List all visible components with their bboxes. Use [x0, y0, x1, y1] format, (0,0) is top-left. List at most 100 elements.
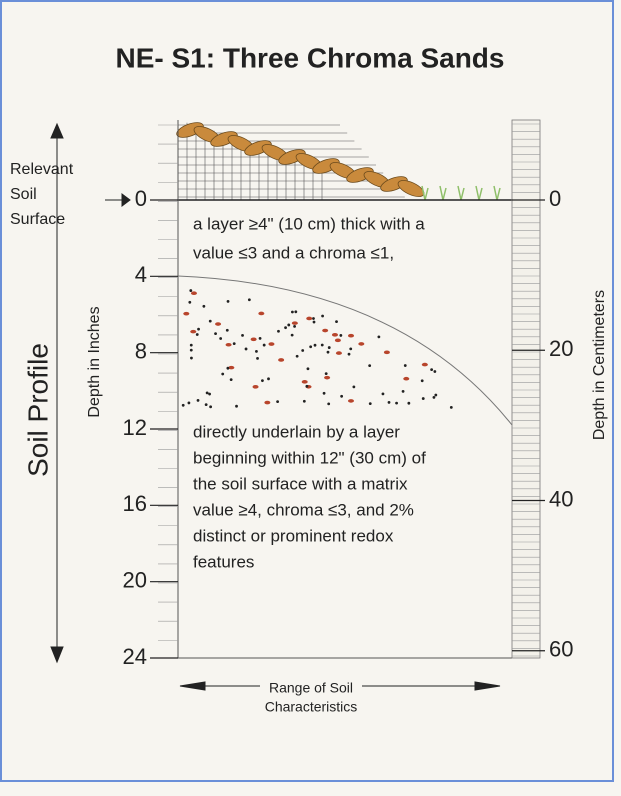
inch-tick-label: 24 — [123, 644, 147, 669]
redox-feature — [190, 291, 197, 296]
leaf — [244, 140, 272, 156]
soil-dot — [432, 395, 436, 399]
soil-dot — [301, 349, 305, 352]
cm-tick-label: 0 — [549, 186, 561, 211]
soil-dot — [196, 398, 200, 402]
soil-dot — [320, 343, 324, 347]
soil-dot — [395, 401, 398, 405]
lower-text: beginning within 12" (30 cm) of — [193, 448, 426, 467]
soil-dot — [226, 366, 230, 370]
leaf — [210, 131, 238, 147]
upper-text: a layer ≥4" (10 cm) thick with a — [193, 214, 425, 233]
frame — [0, 0, 614, 782]
redox-feature — [258, 311, 265, 316]
leaf — [312, 158, 340, 174]
soil-dot — [449, 405, 453, 409]
inch-tick-label: 8 — [135, 338, 147, 363]
range-arrow-left — [179, 681, 260, 691]
soil-dot — [202, 304, 206, 308]
soil-dot — [421, 397, 425, 400]
redox-feature — [291, 321, 298, 325]
redox-feature — [358, 342, 365, 346]
title: NE- S1: Three Chroma Sands — [116, 42, 505, 73]
surface-label: Surface — [10, 211, 65, 228]
soil-dot — [322, 391, 326, 395]
soil-dot — [189, 343, 193, 347]
grass — [439, 185, 447, 201]
soil-dot — [244, 347, 248, 351]
redox-feature — [324, 375, 331, 380]
soil-dot — [258, 337, 262, 340]
redox-feature — [348, 333, 355, 338]
surface-label: Soil — [10, 186, 37, 203]
soil-dot — [219, 337, 223, 340]
inch-tick-label: 12 — [123, 415, 147, 440]
redox-feature — [252, 385, 259, 389]
soil-dot — [387, 400, 391, 404]
lower-text: value ≥4, chroma ≤3, and 2% — [193, 500, 414, 519]
soil-dot — [403, 364, 407, 367]
soil-dot — [433, 370, 437, 373]
soil-dot — [276, 400, 280, 404]
soil-dot — [321, 314, 324, 318]
lower-text: directly underlain by a layer — [193, 422, 400, 441]
soil-dot — [291, 310, 294, 314]
lower-text: distinct or prominent redox — [193, 526, 394, 545]
soil-dot — [340, 394, 344, 398]
soil-dot — [347, 352, 351, 356]
redox-feature — [215, 322, 222, 326]
redox-feature — [264, 400, 271, 405]
range-arrow-right — [362, 681, 501, 691]
footer-label: Range of Soil — [269, 680, 353, 696]
soil-dot — [261, 379, 264, 383]
redox-feature — [347, 399, 354, 403]
soil-dot — [339, 334, 343, 337]
soil-dot — [302, 399, 306, 403]
redox-feature — [268, 342, 275, 346]
leaf — [278, 149, 306, 165]
cm-tick-label: 60 — [549, 637, 573, 662]
inch-tick-label: 4 — [135, 262, 147, 287]
soil-dot — [377, 335, 381, 339]
soil-dot — [232, 342, 236, 345]
redox-feature — [383, 350, 390, 355]
soil-dot — [241, 334, 244, 337]
grass — [475, 185, 483, 201]
redox-feature — [301, 380, 308, 384]
redox-feature — [421, 362, 428, 367]
soil-dot — [349, 347, 353, 351]
soil-dot — [407, 401, 411, 405]
redox-feature — [228, 365, 235, 370]
soil-dot — [208, 392, 211, 396]
redox-feature — [335, 351, 342, 355]
soil-dot — [293, 324, 296, 328]
footer-label: Characteristics — [265, 699, 358, 715]
soil-dot — [187, 401, 191, 405]
soil-dot — [295, 354, 299, 358]
soil-dot — [287, 323, 291, 327]
layer-boundary — [177, 275, 513, 426]
soil-dot — [327, 346, 331, 349]
soil-dot — [195, 333, 199, 336]
soil-dot — [401, 390, 405, 393]
soil-dot — [209, 405, 213, 409]
surface-label: Relevant — [10, 161, 74, 178]
soil-dot — [326, 350, 330, 354]
diagram: 0 4 8 12 16 20 24 0 20 40 60 Relevant Soil Surface Soi… — [10, 119, 608, 715]
grass — [493, 185, 501, 201]
upper-text: value ≤3 and a chroma ≤1, — [193, 243, 394, 262]
redox-feature — [403, 376, 410, 381]
profile-arrow — [50, 122, 64, 664]
soil-dot — [312, 320, 316, 324]
redox-feature — [278, 358, 285, 362]
soil-dot — [294, 310, 298, 314]
soil-dot — [247, 298, 251, 302]
soil-dot — [381, 392, 385, 396]
soil-dot — [277, 329, 280, 333]
right-axis-label: Depth in Centimeters — [591, 290, 608, 440]
soil-dot — [189, 348, 193, 352]
soil-dot — [214, 332, 217, 336]
soil-dot — [221, 372, 225, 376]
soil-dot — [368, 402, 372, 405]
